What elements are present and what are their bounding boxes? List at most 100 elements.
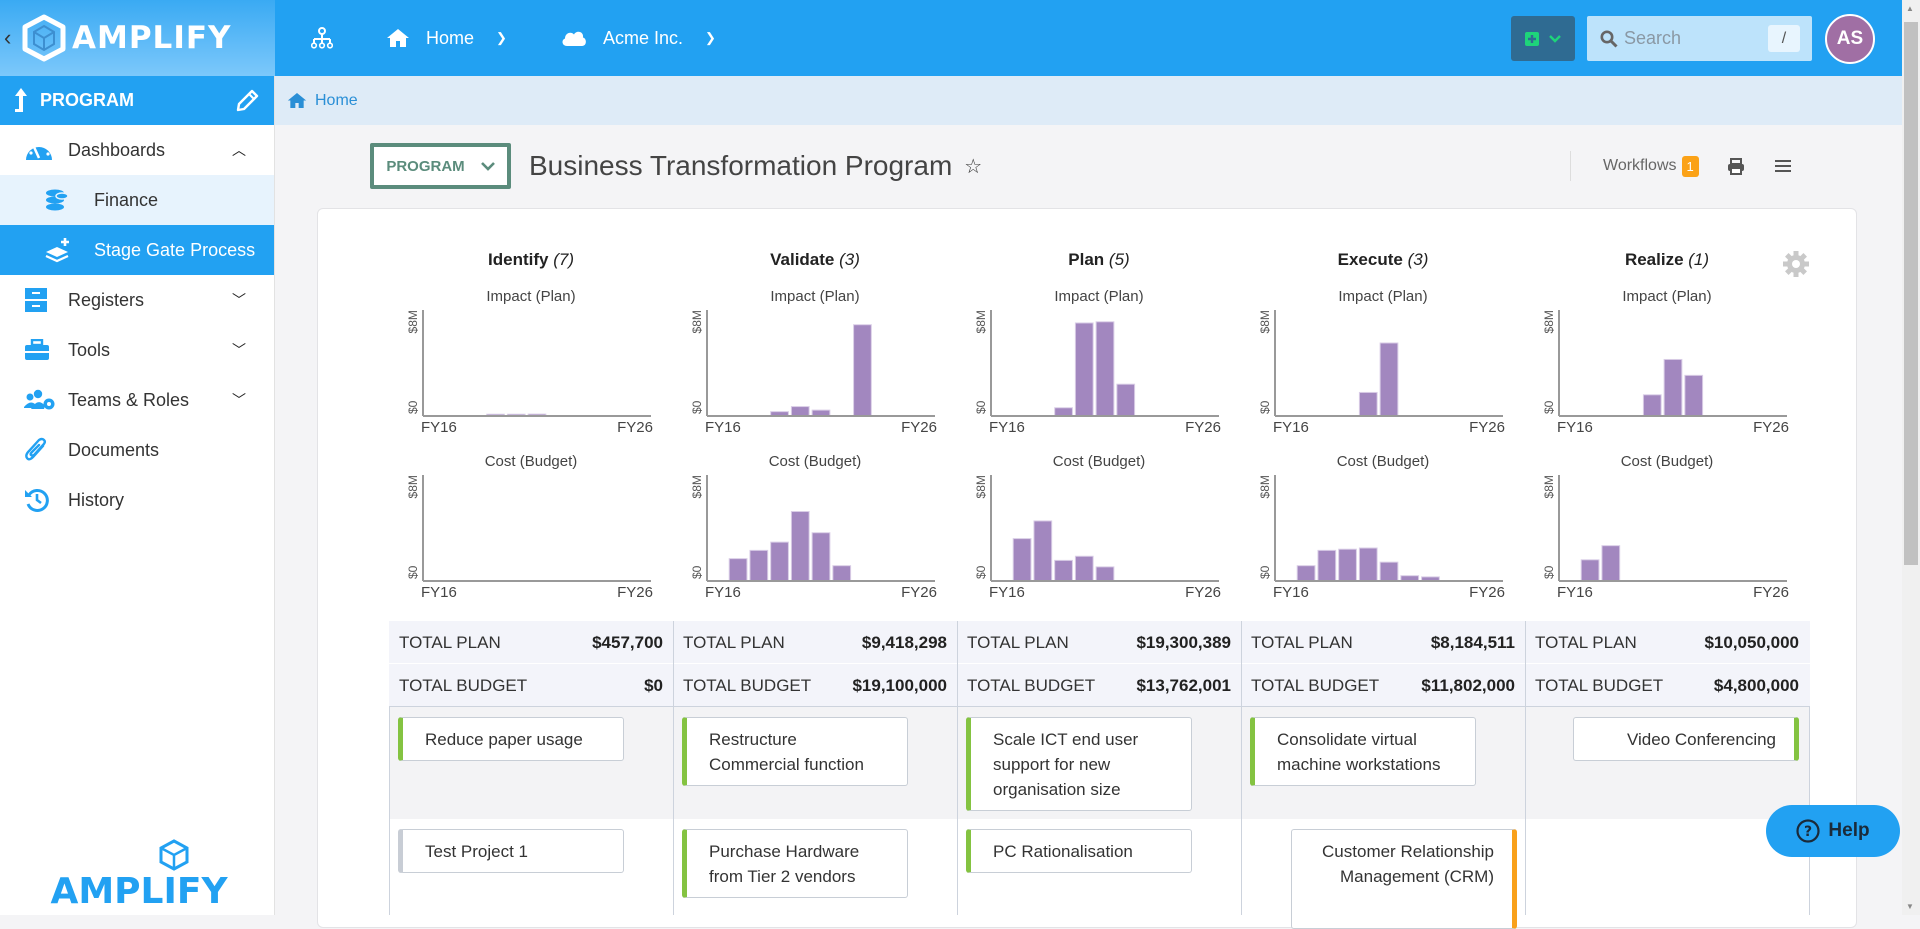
- bar-fy18[interactable]: [749, 549, 769, 582]
- project-card[interactable]: PC Rationalisation: [966, 829, 1192, 873]
- bar-fy19[interactable]: [770, 541, 789, 582]
- project-card[interactable]: Purchase Hardware from Tier 2 vendors: [682, 829, 908, 898]
- user-avatar[interactable]: AS: [1825, 14, 1875, 64]
- breadcrumb-home-link[interactable]: Home: [315, 91, 358, 109]
- column-divider: [1525, 621, 1526, 915]
- scroll-up-arrow-icon[interactable]: ▲: [1906, 4, 1914, 13]
- bar-fy21[interactable]: [811, 532, 831, 582]
- sidebar-item-history[interactable]: History: [0, 475, 274, 525]
- project-name: Reduce paper usage: [425, 730, 583, 749]
- bar-fy21[interactable]: [1095, 566, 1115, 582]
- sidebar-item-finance[interactable]: Finance: [0, 175, 274, 225]
- bar-fy20[interactable]: [1074, 555, 1094, 582]
- bar-fy21[interactable]: [1663, 358, 1683, 417]
- bar-fy19[interactable]: [1054, 559, 1073, 582]
- project-name: Restructure Commercial function: [709, 730, 864, 774]
- bar-chart: $0 $8M FY16 FY26: [974, 310, 1221, 436]
- bar-chart: $0 $8M FY16 FY26: [974, 475, 1221, 601]
- sidebar-item-dashboards[interactable]: Dashboards ︿: [0, 125, 274, 175]
- chart-title: Cost (Budget): [1620, 453, 1714, 470]
- x-tick-label: FY16: [705, 584, 741, 601]
- project-card[interactable]: Video Conferencing: [1573, 717, 1799, 761]
- project-name: Purchase Hardware from Tier 2 vendors: [709, 842, 860, 886]
- sidebar-item-documents[interactable]: Documents: [0, 425, 274, 475]
- entity-type-dropdown[interactable]: PROGRAM: [370, 143, 511, 189]
- bar-fy17[interactable]: [1296, 565, 1316, 582]
- x-tick-label: FY26: [1753, 419, 1789, 436]
- bar-fy20[interactable]: [790, 406, 810, 417]
- y-tick-label: $0: [1258, 400, 1272, 414]
- bar-fy21[interactable]: [1095, 321, 1115, 417]
- bar-fy20[interactable]: [1074, 322, 1094, 417]
- total-plan-label: TOTAL PLAN: [1535, 632, 1637, 652]
- project-card[interactable]: Restructure Commercial function: [682, 717, 908, 786]
- print-icon[interactable]: [1727, 157, 1745, 175]
- bar-fy20[interactable]: [1642, 394, 1662, 417]
- search-icon: [1600, 30, 1618, 48]
- bar-fy18[interactable]: [1601, 545, 1621, 582]
- page-toolbar: Workflows 1: [1570, 150, 1791, 182]
- page-scrollbar[interactable]: ▲ ▼: [1902, 0, 1920, 915]
- total-plan-value: $10,050,000: [1704, 632, 1799, 652]
- chevron-down-icon: ﹀: [232, 292, 246, 308]
- favorite-star-icon[interactable]: ☆: [964, 155, 983, 178]
- bar-chart: $0 $8M FY16 FY26: [1258, 310, 1505, 436]
- home-menu[interactable]: Home ❯: [386, 0, 507, 76]
- sidebar-item-stage-gate-process[interactable]: Stage Gate Process: [0, 225, 274, 275]
- project-card[interactable]: Customer Relationship Management (CRM): [1291, 829, 1517, 929]
- y-tick-label: $0: [406, 565, 420, 579]
- bar-fy22[interactable]: [1116, 383, 1136, 417]
- bar-fy20[interactable]: [790, 511, 810, 582]
- bar-fy21[interactable]: [1379, 561, 1399, 582]
- stage-column-validate: Validate (3) Impact (Plan) $0 $8M FY16 FY26 Co…: [673, 250, 957, 601]
- bar-fy18[interactable]: [1317, 549, 1337, 582]
- project-card[interactable]: Test Project 1: [398, 829, 624, 873]
- sidebar-item-label: Finance: [94, 189, 159, 210]
- workflows-button[interactable]: Workflows: [1603, 157, 1677, 174]
- add-new-button[interactable]: [1511, 16, 1575, 61]
- sidebar-item-tools[interactable]: Tools ﹀: [0, 325, 274, 375]
- collapse-sidebar-icon[interactable]: ‹: [4, 25, 12, 50]
- total-plan-label: TOTAL PLAN: [1251, 632, 1353, 652]
- bar-fy20[interactable]: [1358, 391, 1378, 417]
- organisation-menu[interactable]: Acme Inc. ❯: [561, 0, 716, 76]
- bar-fy23[interactable]: [853, 324, 872, 417]
- toolbox-icon: [25, 339, 49, 360]
- bar-fy17[interactable]: [728, 558, 748, 582]
- total-budget-label: TOTAL BUDGET: [683, 675, 812, 695]
- total-plan-value: $19,300,389: [1136, 632, 1231, 652]
- bar-chart: $0 $8M FY16 FY26: [1542, 310, 1789, 436]
- search-input[interactable]: [1624, 28, 1764, 49]
- project-card[interactable]: Reduce paper usage: [398, 717, 624, 761]
- bar-fy17[interactable]: [1580, 559, 1600, 582]
- brand-logo[interactable]: ‹ AMPLIFY: [0, 0, 275, 76]
- x-tick-label: FY16: [421, 584, 457, 601]
- bar-fy19[interactable]: [1054, 407, 1073, 417]
- column-divider: [673, 621, 674, 915]
- total-budget-row: TOTAL BUDGET $19,100,000: [673, 664, 957, 707]
- scroll-down-arrow-icon[interactable]: ▼: [1906, 902, 1914, 911]
- hamburger-menu-icon[interactable]: [1774, 159, 1791, 173]
- brand-name: AMPLIFY: [72, 20, 232, 56]
- bar-fy19[interactable]: [1338, 548, 1357, 582]
- home-menu-label: Home: [426, 27, 475, 48]
- search-box[interactable]: /: [1587, 16, 1812, 61]
- pencil-edit-icon[interactable]: [234, 88, 260, 114]
- sidebar-item-teams-roles[interactable]: Teams & Roles ﹀: [0, 375, 274, 425]
- cloud-icon: [562, 31, 586, 46]
- bar-fy22[interactable]: [832, 565, 852, 582]
- help-button[interactable]: ? Help: [1766, 805, 1900, 857]
- project-card[interactable]: Consolidate virtual machine workstations: [1250, 717, 1476, 786]
- bar-fy17[interactable]: [1012, 538, 1032, 582]
- page-title: Business Transformation Program: [529, 150, 953, 181]
- project-card[interactable]: Scale ICT end user support for new organ…: [966, 717, 1192, 811]
- org-chart-button[interactable]: [311, 0, 333, 76]
- scrollbar-thumb[interactable]: [1904, 22, 1918, 565]
- bar-fy22[interactable]: [1684, 374, 1704, 417]
- chart-title: Impact (Plan): [486, 288, 576, 305]
- settings-gear-icon[interactable]: [1782, 250, 1810, 278]
- bar-fy21[interactable]: [1379, 342, 1399, 417]
- bar-fy18[interactable]: [1033, 520, 1053, 582]
- sidebar-item-registers[interactable]: Registers ﹀: [0, 275, 274, 325]
- bar-fy20[interactable]: [1358, 547, 1378, 582]
